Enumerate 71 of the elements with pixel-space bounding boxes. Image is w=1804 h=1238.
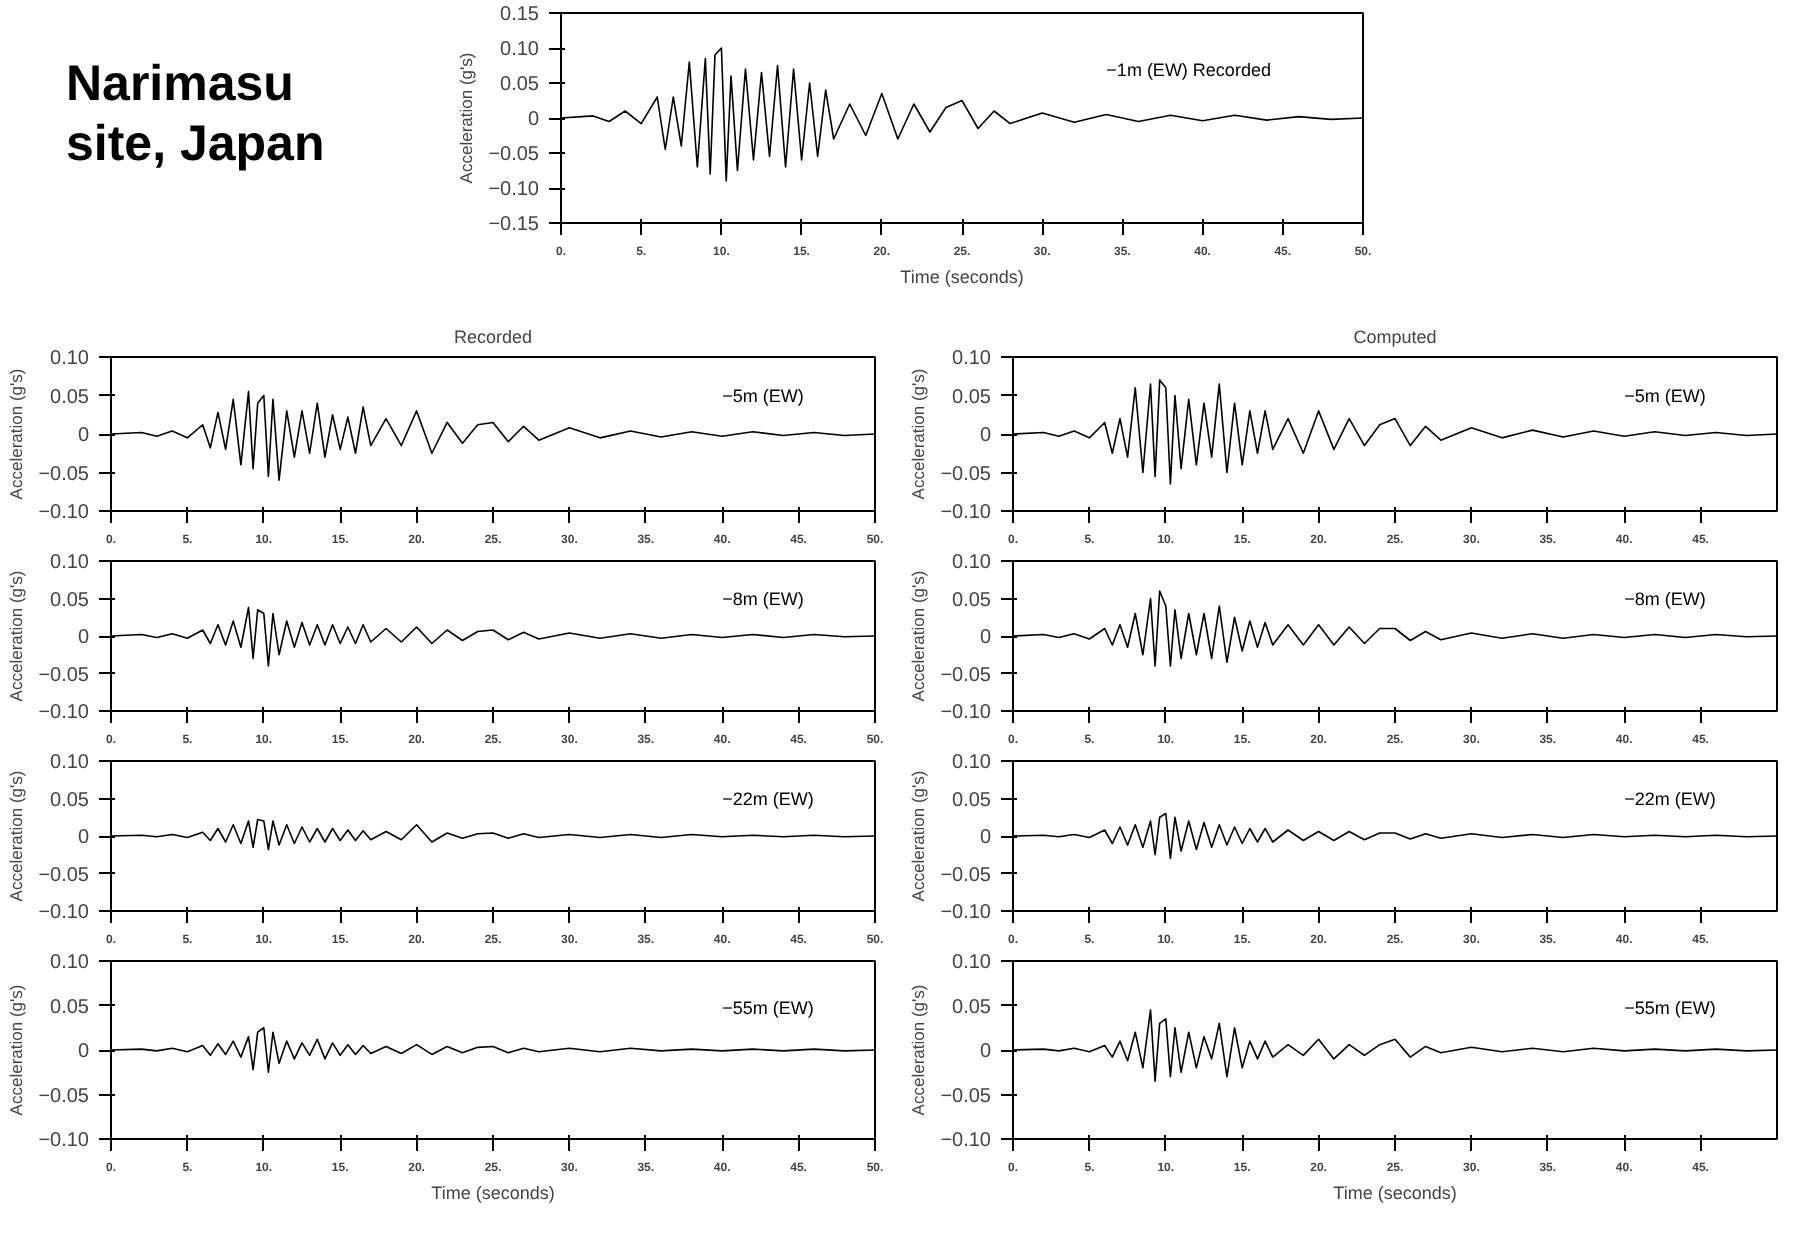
y-tick-label: 0 <box>77 1041 90 1063</box>
y-tick-label: 0.15 <box>500 4 540 26</box>
x-axis-title: Time (seconds) <box>900 267 1024 287</box>
y-tick-label: −0.10 <box>38 902 90 924</box>
y-tick-label: 0.05 <box>952 386 992 409</box>
y-tick-label: 0.05 <box>50 996 90 1019</box>
y-tick-label: 0.10 <box>500 39 540 61</box>
y-tick-label: 0.05 <box>50 789 90 812</box>
series-label: −55m (EW) <box>1624 997 1716 1018</box>
series-label: −1m (EW) Recorded <box>1106 60 1271 81</box>
chart-title: Computed <box>1353 327 1437 347</box>
y-tick-label: 0 <box>77 425 90 447</box>
x-axis-title: Time (seconds) <box>1333 1183 1457 1203</box>
y-tick-label: 0.05 <box>952 996 992 1019</box>
y-axis-title: Acceleration (g's) <box>908 368 929 500</box>
text: Narimasu site, Japan <box>64 54 327 174</box>
y-axis-title: Acceleration (g's) <box>908 770 929 902</box>
y-tick-label: 0.05 <box>952 789 992 812</box>
y-axis-title: Acceleration (g's) <box>6 570 27 702</box>
y-tick-label: −0.10 <box>940 502 992 524</box>
y-axis-title: Acceleration (g's) <box>6 368 27 500</box>
y-tick-label: −0.05 <box>38 664 90 687</box>
y-tick-label: −0.05 <box>38 864 90 887</box>
y-tick-label: 0 <box>77 627 90 649</box>
y-tick-label: −0.05 <box>940 1085 992 1108</box>
y-tick-label: 0 <box>979 627 992 649</box>
y-tick-label: 0 <box>527 109 540 131</box>
y-tick-label: −0.10 <box>940 902 992 924</box>
series-label: −8m (EW) <box>722 589 804 609</box>
y-tick-label: 0 <box>979 1041 992 1063</box>
y-tick-label: −0.10 <box>940 1130 992 1152</box>
y-tick-label: 0.10 <box>952 752 992 774</box>
y-tick-label: 0 <box>979 425 992 447</box>
y-tick-label: 0.05 <box>50 386 90 409</box>
y-tick-label: 0.10 <box>952 552 992 574</box>
y-tick-label: 0.10 <box>50 552 90 574</box>
y-tick-label: −0.10 <box>38 1130 90 1152</box>
y-axis-title: Acceleration (g's) <box>908 570 929 702</box>
y-tick-label: −0.05 <box>488 144 540 166</box>
chart-title: Recorded <box>453 327 533 347</box>
series-label: −5m (EW) <box>722 386 804 407</box>
series-label: −22m (EW) <box>722 789 814 809</box>
series-label: −55m (EW) <box>722 997 814 1018</box>
y-tick-label: 0.05 <box>50 589 90 612</box>
y-tick-label: −0.10 <box>38 702 90 724</box>
y-axis-title: Acceleration (g's) <box>6 770 27 902</box>
y-axis-title: Acceleration (g's) <box>456 52 477 184</box>
series-label: −5m (EW) <box>1624 386 1706 407</box>
y-tick-label: −0.10 <box>488 179 540 201</box>
y-tick-label: 0 <box>979 827 992 849</box>
y-tick-label: 0.10 <box>952 348 992 370</box>
series-label: −22m (EW) <box>1624 789 1716 809</box>
y-tick-label: −0.05 <box>38 463 90 486</box>
y-tick-label: 0.10 <box>50 752 90 774</box>
y-tick-label: 0.05 <box>952 589 992 612</box>
y-tick-label: 0.10 <box>952 952 992 974</box>
y-axis-title: Acceleration (g's) <box>908 984 929 1116</box>
y-tick-label: 0.10 <box>50 348 90 370</box>
y-tick-label: −0.10 <box>940 702 992 724</box>
y-tick-label: 0 <box>77 827 90 849</box>
series-label: −8m (EW) <box>1624 589 1706 609</box>
x-axis-title: Time (seconds) <box>431 1183 555 1203</box>
y-tick-label: −0.05 <box>940 463 992 486</box>
y-tick-label: −0.05 <box>940 864 992 887</box>
y-tick-label: 0.05 <box>500 74 540 96</box>
y-tick-label: −0.10 <box>38 502 90 524</box>
y-tick-label: −0.05 <box>940 664 992 687</box>
y-tick-label: 0.10 <box>50 952 90 974</box>
y-tick-label: −0.15 <box>488 214 540 236</box>
y-axis-title: Acceleration (g's) <box>6 984 27 1116</box>
y-tick-label: −0.05 <box>38 1085 90 1108</box>
